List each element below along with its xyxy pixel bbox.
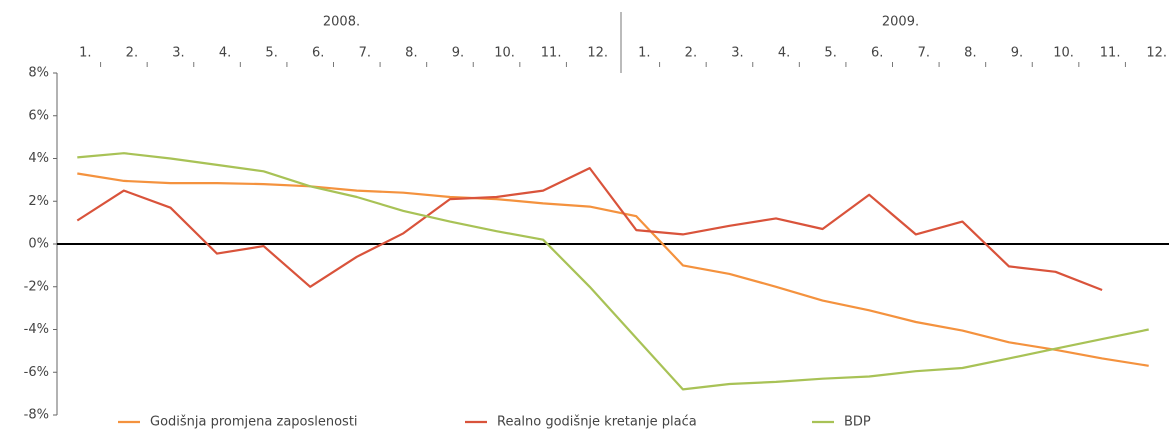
y-tick-label: 6%	[28, 108, 49, 123]
y-tick-label: 2%	[28, 194, 49, 209]
x-tick-label: 4.	[219, 46, 231, 61]
x-tick-label: 9.	[1011, 46, 1023, 61]
x-tick-label: 5.	[265, 46, 277, 61]
legend-label: Godišnja promjena zaposlenosti	[150, 415, 358, 430]
x-tick-label: 6.	[871, 46, 883, 61]
y-tick-label: -2%	[24, 279, 49, 294]
x-tick-label: 1.	[638, 46, 650, 61]
x-tick-label: 8.	[405, 46, 417, 61]
x-tick-label: 4.	[778, 46, 790, 61]
x-tick-label: 2.	[126, 46, 138, 61]
x-tick-label: 11.	[1100, 46, 1121, 61]
x-tick-label: 1.	[79, 46, 91, 61]
x-tick-label: 7.	[918, 46, 930, 61]
y-tick-label: -8%	[24, 408, 49, 423]
x-tick-label: 5.	[824, 46, 836, 61]
x-tick-label: 10.	[494, 46, 515, 61]
x-tick-label: 3.	[172, 46, 184, 61]
x-tick-label: 2.	[685, 46, 697, 61]
legend-label: Realno godišnje kretanje plaća	[497, 415, 697, 430]
series-line	[76, 167, 1103, 292]
x-tick-label: 3.	[731, 46, 743, 61]
y-tick-label: 0%	[28, 237, 49, 252]
x-tick-label: 8.	[964, 46, 976, 61]
series-line	[77, 152, 1149, 391]
x-tick-label: 7.	[359, 46, 371, 61]
y-tick-label: -6%	[24, 365, 49, 380]
y-tick-label: -4%	[24, 322, 49, 337]
y-tick-label: 4%	[28, 151, 49, 166]
x-tick-label: 9.	[452, 46, 464, 61]
legend-label: BDP	[844, 415, 871, 430]
year-label: 2009.	[882, 15, 919, 30]
x-tick-label: 10.	[1053, 46, 1074, 61]
x-tick-label: 11.	[541, 46, 562, 61]
x-tick-label: 12.	[587, 46, 608, 61]
x-tick-label: 6.	[312, 46, 324, 61]
x-tick-label: 12.	[1146, 46, 1167, 61]
y-tick-label: 8%	[28, 66, 49, 81]
year-label: 2008.	[323, 15, 360, 30]
series-line	[77, 172, 1149, 367]
